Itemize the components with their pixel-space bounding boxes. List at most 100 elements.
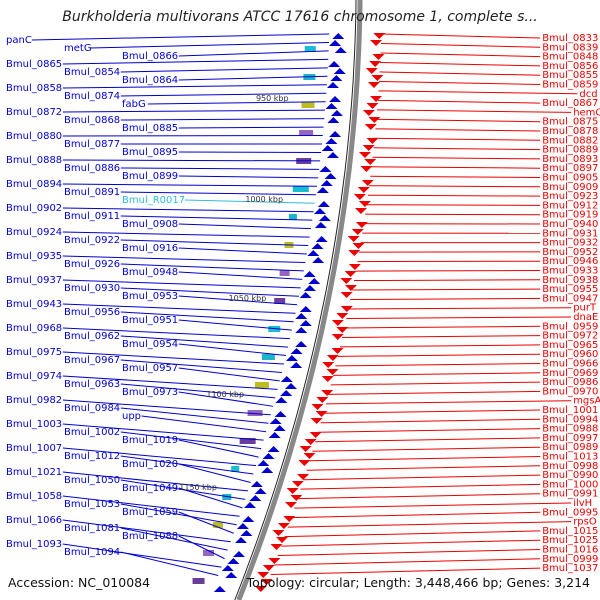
gene-label-right[interactable]: Bmul_0947 (542, 293, 598, 304)
gene-label-left[interactable]: Bmul_0975 (6, 347, 62, 358)
gene-label-right[interactable]: hemC (573, 107, 600, 118)
gene-label-right[interactable]: Bmul_0931 (542, 228, 598, 239)
gene-label-left[interactable]: upp (122, 411, 141, 422)
gene-label-left[interactable]: Bmul_1053 (64, 499, 120, 510)
gene-label-right[interactable]: Bmul_0972 (542, 331, 598, 342)
gene-label-left[interactable]: Bmul_0935 (6, 251, 62, 262)
gene-label-right[interactable]: rpsO (573, 517, 597, 528)
gene-label-right[interactable]: Bmul_0875 (542, 117, 598, 128)
gene-label-right[interactable]: Bmul_0989 (542, 442, 598, 453)
gene-label-left[interactable]: Bmul_0865 (6, 59, 62, 70)
gene-label-left[interactable]: Bmul_0984 (64, 403, 120, 414)
gene-label-right[interactable]: Bmul_0919 (542, 210, 598, 221)
gene-label-left[interactable]: Bmul_0962 (64, 331, 120, 342)
gene-label-right[interactable]: Bmul_0859 (542, 80, 598, 91)
gene-label-left[interactable]: Bmul_0874 (64, 91, 120, 102)
gene-label-left[interactable]: Bmul_0948 (122, 267, 178, 278)
gene-label-left[interactable]: Bmul_0922 (64, 235, 120, 246)
gene-label-left[interactable]: Bmul_0895 (122, 147, 178, 158)
gene-label-left[interactable]: Bmul_0866 (122, 51, 178, 62)
gene-label-left[interactable]: Bmul_1088 (122, 531, 178, 542)
gene-label-left[interactable]: Bmul_0894 (6, 179, 62, 190)
gene-label-left[interactable]: Bmul_1020 (122, 459, 178, 470)
gene-label-left[interactable]: Bmul_0943 (6, 299, 62, 310)
gene-label-right[interactable]: Bmul_0969 (542, 368, 598, 379)
gene-label-left[interactable]: Bmul_1007 (6, 443, 62, 454)
gene-label-left[interactable]: Bmul_0916 (122, 243, 178, 254)
gene-label-right[interactable]: Bmul_0998 (542, 461, 598, 472)
gene-label-left[interactable]: Bmul_1019 (122, 435, 178, 446)
gene-label-right[interactable]: Bmul_0856 (542, 61, 598, 72)
gene-label-right[interactable]: Bmul_0959 (542, 321, 598, 332)
gene-label-right[interactable]: Bmul_0965 (542, 340, 598, 351)
gene-label-right[interactable]: Bmul_0923 (542, 191, 598, 202)
gene-label-right[interactable]: Bmul_0932 (542, 238, 598, 249)
gene-label-left[interactable]: Bmul_0864 (122, 75, 178, 86)
gene-label-right[interactable]: Bmul_0882 (542, 135, 598, 146)
gene-label-right[interactable]: dnaE (573, 312, 598, 323)
gene-label-left[interactable]: Bmul_1058 (6, 491, 62, 502)
gene-label-right[interactable]: Bmul_1025 (542, 535, 598, 546)
gene-label-left[interactable]: Bmul_0974 (6, 371, 62, 382)
gene-label-right[interactable]: Bmul_0994 (542, 414, 598, 425)
gene-label-right[interactable]: Bmul_0970 (542, 386, 598, 397)
gene-label-right[interactable]: Bmul_0878 (542, 126, 598, 137)
gene-label-left[interactable]: Bmul_0963 (64, 379, 120, 390)
gene-label-left[interactable]: Bmul_1050 (64, 475, 120, 486)
gene-label-right[interactable]: purT (573, 303, 597, 314)
gene-label-left[interactable]: Bmul_0930 (64, 283, 120, 294)
gene-label-right[interactable]: ilvH (573, 498, 592, 509)
gene-label-right[interactable]: Bmul_0833 (542, 33, 598, 44)
gene-label-left[interactable]: Bmul_0858 (6, 83, 62, 94)
gene-label-right[interactable]: Bmul_0991 (542, 489, 598, 500)
gene-label-left[interactable]: Bmul_0854 (64, 67, 120, 78)
gene-label-left[interactable]: Bmul_0982 (6, 395, 62, 406)
gene-label-left[interactable]: Bmul_0886 (64, 163, 120, 174)
gene-label-left[interactable]: Bmul_0908 (122, 219, 178, 230)
gene-label-left[interactable]: Bmul_0880 (6, 131, 62, 142)
gene-label-right[interactable]: Bmul_1001 (542, 405, 598, 416)
gene-label-left[interactable]: Bmul_1094 (64, 547, 120, 558)
gene-label-right[interactable]: Bmul_0839 (542, 42, 598, 53)
gene-label-right[interactable]: Bmul_0955 (542, 284, 598, 295)
gene-label-right[interactable]: Bmul_0905 (542, 173, 598, 184)
gene-label-left[interactable]: Bmul_0968 (6, 323, 62, 334)
gene-label-right[interactable]: Bmul_0867 (542, 98, 598, 109)
gene-label-right[interactable]: Bmul_0966 (542, 359, 598, 370)
gene-label-left[interactable]: Bmul_0954 (122, 339, 178, 350)
gene-label-right[interactable]: Bmul_0988 (542, 424, 598, 435)
gene-label-left[interactable]: Bmul_0868 (64, 115, 120, 126)
gene-label-left[interactable]: Bmul_1012 (64, 451, 120, 462)
gene-label-left[interactable]: Bmul_1093 (6, 539, 62, 550)
gene-label-left[interactable]: Bmul_0899 (122, 171, 178, 182)
gene-label-left[interactable]: Bmul_0924 (6, 227, 62, 238)
gene-label-left[interactable]: Bmul_1049 (122, 483, 178, 494)
gene-label-left[interactable]: Bmul_0956 (64, 307, 120, 318)
gene-label-right[interactable]: Bmul_0999 (542, 554, 598, 565)
gene-label-left[interactable]: Bmul_0911 (64, 211, 120, 222)
gene-label-left[interactable]: metG (64, 43, 92, 54)
gene-label-left[interactable]: Bmul_0872 (6, 107, 62, 118)
gene-label-right[interactable]: Bmul_1015 (542, 526, 598, 537)
gene-label-right[interactable]: Bmul_0933 (542, 266, 598, 277)
gene-label-right[interactable]: Bmul_0960 (542, 349, 598, 360)
gene-label-right[interactable]: Bmul_0952 (542, 247, 598, 258)
gene-label-right[interactable]: Bmul_0986 (542, 377, 598, 388)
gene-label-left[interactable]: Bmul_0937 (6, 275, 62, 286)
gene-label-right[interactable]: Bmul_0938 (542, 275, 598, 286)
gene-label-right[interactable]: Bmul_0855 (542, 70, 598, 81)
gene-label-left[interactable]: Bmul_0891 (64, 187, 120, 198)
gene-label-left[interactable]: Bmul_1002 (64, 427, 120, 438)
gene-label-right[interactable]: Bmul_0940 (542, 219, 598, 230)
gene-label-left[interactable]: panC (6, 35, 32, 46)
gene-label-right[interactable]: Bmul_0997 (542, 433, 598, 444)
gene-label-left[interactable]: Bmul_0902 (6, 203, 62, 214)
gene-label-right[interactable]: Bmul_1037 (542, 563, 598, 574)
gene-label-right[interactable]: Bmul_0946 (542, 256, 598, 267)
gene-label-right[interactable]: mgsA (573, 396, 600, 407)
gene-label-right[interactable]: Bmul_1013 (542, 452, 598, 463)
gene-label-right[interactable]: Bmul_1000 (542, 479, 598, 490)
gene-label-left[interactable]: Bmul_0885 (122, 123, 178, 134)
gene-label-right[interactable]: Bmul_0990 (542, 470, 598, 481)
gene-label-right[interactable]: Bmul_0909 (542, 182, 598, 193)
